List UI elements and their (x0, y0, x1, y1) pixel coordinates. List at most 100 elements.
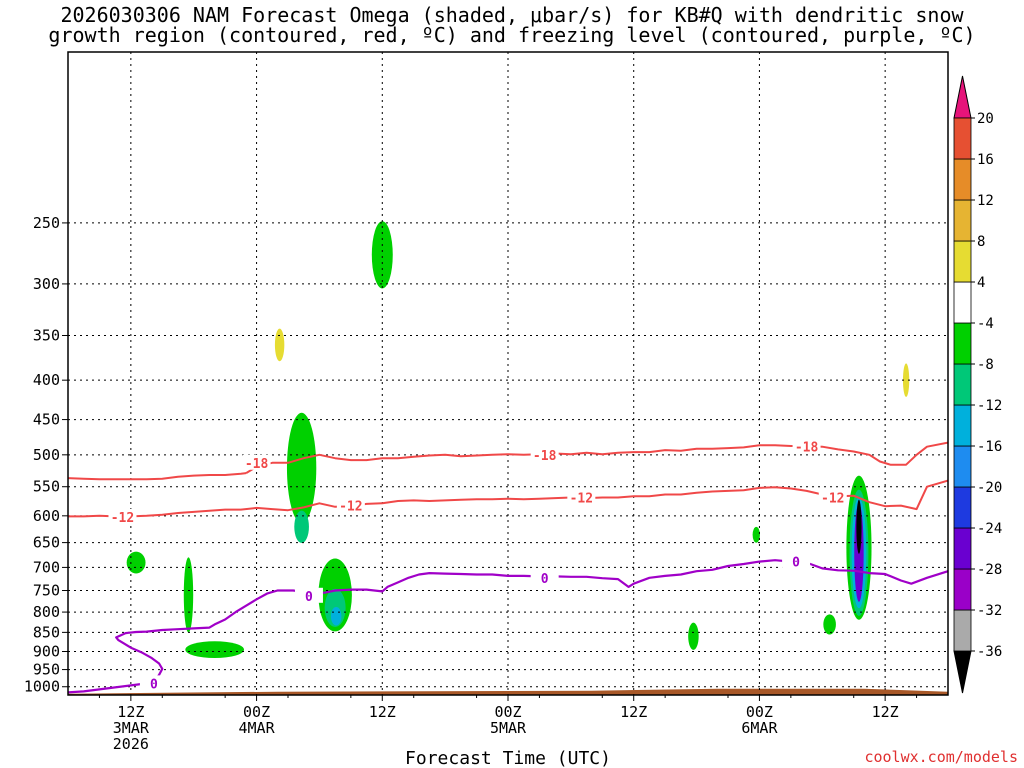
omega-upward-patch-8 (330, 606, 342, 626)
chart-title-line-1: 2026030306 NAM Forecast Omega (shaded, μ… (60, 3, 964, 27)
y-tick-label: 850 (33, 623, 60, 641)
x-tick-label: 00Z (746, 703, 773, 721)
y-tick-label: 1000 (24, 678, 60, 696)
y-tick-label: 650 (33, 534, 60, 552)
omega-upward-patch-4 (286, 412, 317, 524)
colorbar-bin (953, 404, 972, 447)
colorbar-bin (953, 117, 972, 160)
colorbar-label: 20 (977, 111, 994, 127)
y-axis: 250 300 350 400 450 500 550 600 650 700 750 800 850 9… (24, 214, 68, 696)
colorbar-label: 4 (977, 275, 985, 291)
colorbar-bin (953, 240, 972, 283)
y-tick-label: 350 (33, 326, 60, 344)
omega-upward-patch-2 (183, 557, 194, 633)
y-tick-label: 400 (33, 371, 60, 389)
y-tick-label: 600 (33, 507, 60, 525)
colorbar-label: -8 (977, 357, 994, 373)
contour-label-bg (530, 569, 559, 585)
omega-upward-patch-10 (752, 526, 760, 543)
contour-label: 0 (305, 590, 313, 605)
colorbar-bin (953, 486, 972, 529)
contour-layer: -18 -18 -18 -12 -12 -12 -12 0 0 0 0 (68, 438, 948, 694)
contour-label: -12 (570, 491, 593, 506)
omega-upward-patch-9 (688, 622, 699, 650)
colorbar-label: -28 (977, 562, 1002, 578)
freezing-level-contour (68, 559, 948, 694)
omega-upward-patch-16 (856, 499, 862, 554)
omega-downward-patch-18 (902, 363, 910, 397)
x-tick-label: 12Z (620, 703, 647, 721)
x-tick-label: 12Z (872, 703, 899, 721)
x-tick-label: 2026 (113, 735, 149, 753)
colorbar-bin (953, 568, 972, 611)
y-tick-label: 300 (33, 275, 60, 293)
y-tick-label: 750 (33, 581, 60, 599)
colorbar-label: 12 (977, 193, 994, 209)
omega-downward-patch-17 (274, 328, 285, 362)
omega-upward-patch-1 (126, 551, 146, 574)
x-tick-label: 4MAR (239, 719, 276, 737)
y-tick-label: 500 (33, 446, 60, 464)
colorbar-arrow-bottom (953, 650, 972, 694)
omega-upward-patch-11 (823, 614, 836, 635)
credit-text: coolwx.com/models (864, 748, 1018, 766)
colorbar-bin (953, 322, 972, 365)
colorbar-label: 16 (977, 152, 994, 168)
colorbar-label: 8 (977, 234, 985, 250)
colorbar-arrow-top (953, 75, 972, 119)
contour-label-bg (530, 446, 559, 462)
dgz-contour-0 (245, 441, 948, 474)
y-tick-label: 700 (33, 558, 60, 576)
x-tick-label: 12Z (117, 703, 144, 721)
contour-label: 0 (792, 556, 800, 571)
omega-shading-layer (126, 221, 910, 659)
x-tick-label: 00Z (494, 703, 521, 721)
contour-label-bg (242, 454, 271, 470)
y-tick-label: 950 (33, 661, 60, 679)
x-tick-label: 6MAR (741, 719, 778, 737)
contour-label-bg (792, 438, 821, 454)
contour-label-bg (567, 489, 596, 505)
contour-label-bg (108, 508, 137, 524)
dgz-contour-1 (68, 479, 948, 518)
y-tick-label: 450 (33, 411, 60, 429)
contour-label: -12 (821, 491, 844, 506)
colorbar-label: -12 (977, 398, 1002, 414)
terrain-surface-fill (68, 688, 948, 695)
colorbar-bin (953, 527, 972, 570)
omega-upward-patch-0 (371, 221, 393, 289)
colorbar-label: -32 (977, 603, 1002, 619)
y-tick-label: 550 (33, 478, 60, 496)
contour-label: -18 (245, 457, 269, 472)
y-tick-label: 800 (33, 603, 60, 621)
y-tick-label: 250 (33, 214, 60, 232)
x-tick-label: 12Z (369, 703, 396, 721)
contour-label-bg (336, 497, 365, 513)
colorbar-bin (953, 281, 972, 324)
colorbar-label: -20 (977, 480, 1002, 496)
contour-label: -18 (533, 449, 557, 464)
colorbar-bin (953, 363, 972, 406)
colorbar-label: -16 (977, 439, 1002, 455)
grid-layer (68, 52, 948, 695)
omega-upward-patch-5 (294, 510, 309, 543)
chart-title-line-2: growth region (contoured, red, ºC) and f… (48, 23, 975, 47)
colorbar-bin (953, 609, 972, 652)
x-axis-label: Forecast Time (UTC) (405, 748, 611, 768)
x-tick-label: 00Z (243, 703, 270, 721)
colorbar: -36 -32 -28 -24 -20 -16 -12 -8 -4 4 8 12 16 20 (953, 75, 1002, 694)
contour-label: -12 (339, 500, 362, 515)
colorbar-bin (953, 199, 972, 242)
colorbar-bin (953, 158, 972, 201)
terrain-layer (68, 688, 948, 695)
contour-label-bg (294, 587, 323, 603)
contour-label: 0 (541, 572, 549, 587)
contour-label-bg (818, 489, 847, 505)
x-tick-label: 5MAR (490, 719, 527, 737)
plot-area: -18 -18 -18 -12 -12 -12 -12 0 0 0 0 (67, 51, 949, 696)
dgz-contour-2 (68, 472, 247, 481)
contour-label: 0 (150, 677, 158, 692)
contour-label-bg (139, 675, 168, 691)
